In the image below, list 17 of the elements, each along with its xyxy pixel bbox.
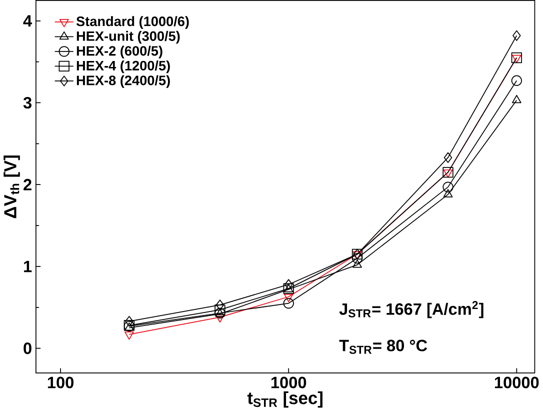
annotation: J$_{STR}$= 1667 [A/cm$^{2}$] [339, 300, 484, 318]
y-axis-title: ΔV$_{th}$ [V] [4, 155, 20, 218]
y-tick-label: 1 [24, 260, 32, 272]
y-tick-label: 0 [24, 342, 32, 354]
legend-label: HEX-unit (300/5) [76, 30, 180, 44]
legend-label: HEX-4 (1200/5) [76, 60, 170, 74]
legend-label: Standard (1000/6) [76, 16, 189, 29]
y-tick-label: 4 [23, 15, 32, 26]
annotation: T$_{STR}$= 80 °C [339, 340, 428, 354]
x-tick-label: 100 [48, 376, 74, 388]
y-tick-label: 3 [23, 96, 32, 108]
legend-label: HEX-8 (2400/5) [76, 75, 170, 88]
x-tick-label: 1000 [271, 376, 306, 388]
y-tick-label: 2 [24, 178, 32, 190]
legend-label: HEX-2 (600/5) [76, 46, 162, 58]
x-tick-label: 10000 [494, 376, 539, 388]
x-axis-title: t$_{STR}$ [sec] [247, 391, 322, 408]
